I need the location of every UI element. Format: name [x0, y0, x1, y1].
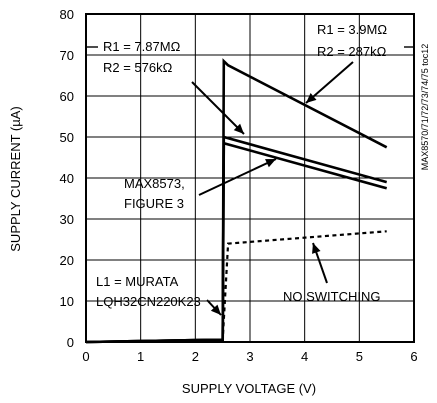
x-tick-label: 1 [137, 349, 144, 364]
grid [86, 14, 414, 342]
x-tick-label: 3 [246, 349, 253, 364]
y-tick-label: 20 [60, 253, 74, 268]
y-tick-label: 60 [60, 89, 74, 104]
y-tick-label: 10 [60, 294, 74, 309]
x-tick-label: 5 [356, 349, 363, 364]
y-tick-label: 80 [60, 7, 74, 22]
side-identifier: MAX8570/71/72/73/74/75 toc12 [420, 44, 430, 171]
arrow-l1-head [210, 304, 221, 315]
arrow-r1-787-head [233, 123, 244, 134]
arrow-max-shaft [198, 158, 277, 196]
annotation-no-switching: NO SWITCHING [283, 289, 381, 304]
y-tick-label: 40 [60, 171, 74, 186]
x-tick-label: 6 [410, 349, 417, 364]
annotation-l1-line2: LQH32CN220K23 [96, 294, 201, 309]
arrow-no-switching-head [312, 243, 321, 254]
arrow-r1-39-shaft [305, 61, 354, 104]
arrow-max-head [265, 159, 276, 168]
annotation-max-line2: FIGURE 3 [124, 196, 184, 211]
annotation-r1-787-line2: R2 = 576kΩ [103, 60, 173, 75]
y-axis-label: SUPPLY CURRENT (µA) [8, 106, 23, 251]
annotation-r1-39-line2: R2 = 287kΩ [317, 44, 387, 59]
series-line-r1-7p87-upper [85, 135, 388, 344]
y-tick-label: 70 [60, 48, 74, 63]
series-group [85, 58, 388, 344]
x-tick-label: 2 [192, 349, 199, 364]
annotation-r1-39-line1: R1 = 3.9MΩ [317, 22, 387, 37]
x-tick-label: 4 [301, 349, 308, 364]
y-tick-label: 0 [67, 335, 74, 350]
arrow-r1-39-head [306, 93, 317, 103]
plot-frame [85, 13, 415, 343]
x-tick-label: 0 [82, 349, 89, 364]
annotation-l1-line1: L1 = MURATA [96, 274, 179, 289]
annotation-leaders [86, 46, 414, 316]
x-axis-label: SUPPLY VOLTAGE (V) [182, 381, 316, 396]
annotation-r1-787-line1: R1 = 7.87MΩ [103, 39, 181, 54]
series-line-no-switching [206, 230, 387, 342]
annotation-max-line1: MAX8573, [124, 176, 185, 191]
y-tick-label: 50 [60, 130, 74, 145]
arrow-r1-787-shaft [191, 81, 245, 135]
y-tick-label: 30 [60, 212, 74, 227]
